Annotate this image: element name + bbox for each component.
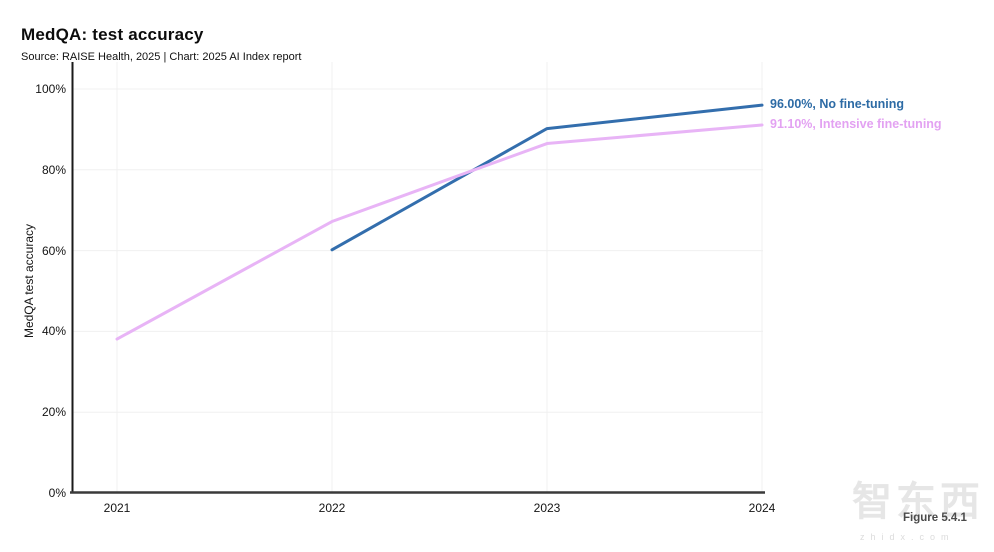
watermark-domain: zhidx.com bbox=[860, 532, 955, 542]
y-tick-label: 80% bbox=[41, 162, 66, 177]
x-tick-label: 2022 bbox=[318, 501, 346, 515]
x-tick-label: 2023 bbox=[533, 501, 561, 515]
y-tick-label: 20% bbox=[41, 405, 66, 420]
x-tick-label: 2024 bbox=[748, 501, 776, 515]
series-line-intensive-fine-tuning bbox=[115, 123, 764, 341]
x-tick-label: 2021 bbox=[103, 501, 131, 515]
y-tick-label: 100% bbox=[35, 82, 66, 96]
series-end-label-no-fine-tuning: 96.00%, No fine-tuning bbox=[770, 97, 905, 112]
series-line-no-fine-tuning bbox=[330, 103, 764, 252]
y-tick-label: 60% bbox=[41, 243, 66, 258]
series-end-label-intensive-fine-tuning: 91.10%, Intensive fine-tuning bbox=[770, 116, 942, 131]
figure-number: Figure 5.4.1 bbox=[903, 512, 967, 524]
y-tick-label: 40% bbox=[41, 324, 66, 339]
y-tick-label: 0% bbox=[48, 486, 66, 500]
watermark-logo: 智东西 bbox=[852, 480, 984, 524]
chart-title: MedQA: test accuracy bbox=[21, 25, 204, 44]
chart-source: Source: RAISE Health, 2025 | Chart: 2025… bbox=[21, 51, 302, 63]
